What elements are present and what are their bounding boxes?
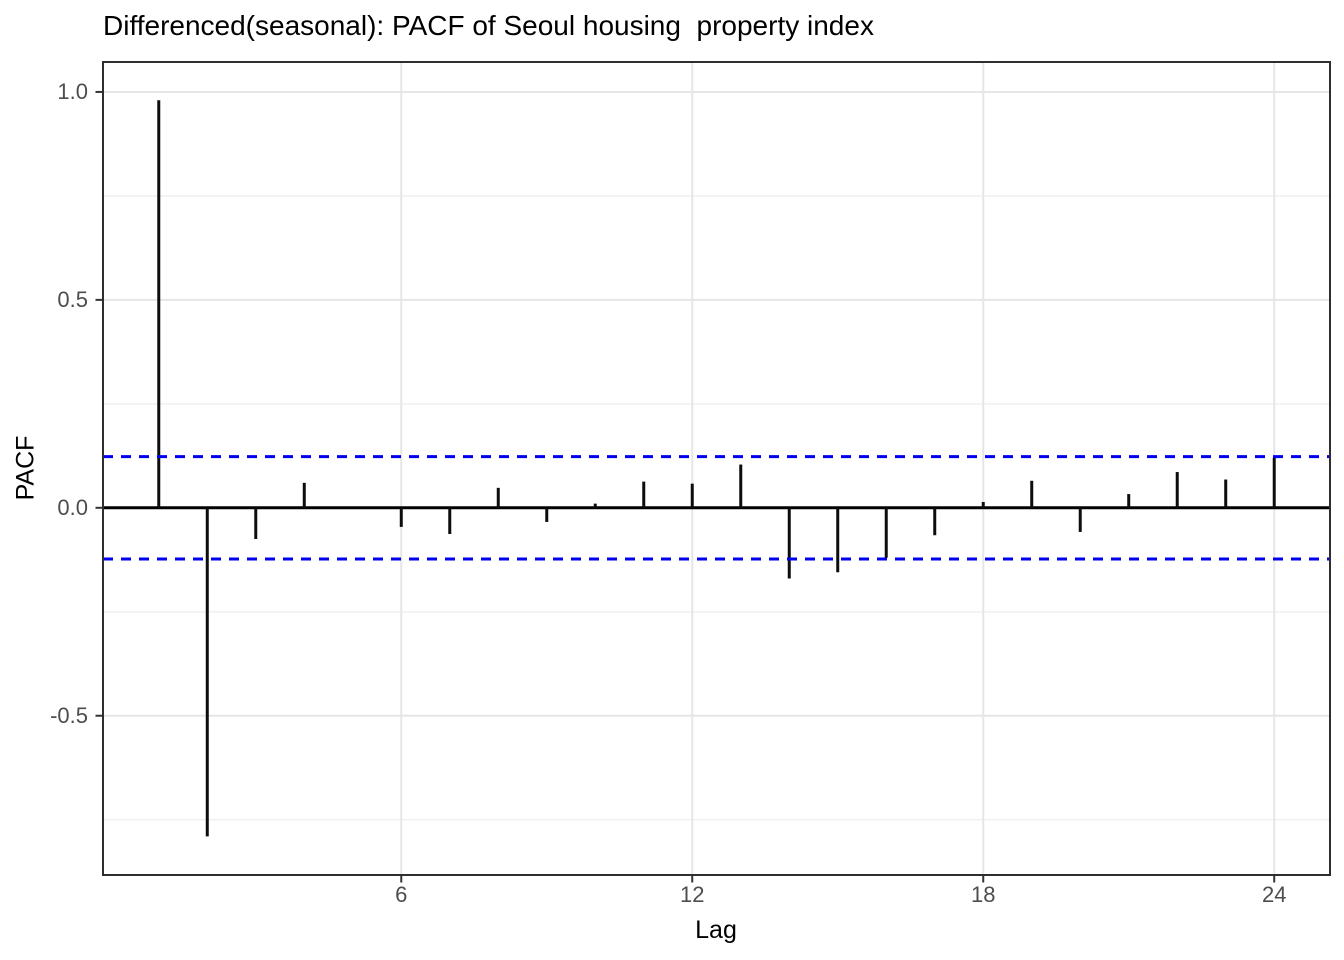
plot-title: Differenced(seasonal): PACF of Seoul hou… (103, 10, 874, 41)
panel-border (102, 61, 1331, 876)
x-axis-title: Lag (695, 916, 737, 944)
y-tick-label: 0.0 (57, 494, 88, 520)
y-tick-label: 1.0 (57, 78, 88, 104)
x-tick-label: 18 (970, 882, 996, 907)
x-tick-label: 6 (395, 882, 408, 907)
panel-background (103, 62, 1330, 875)
x-tick-label: 12 (680, 882, 705, 907)
y-tick-label: 0.5 (57, 286, 88, 312)
y-tick-label: -0.5 (50, 702, 88, 728)
x-tick-label: 24 (1261, 882, 1287, 907)
y-axis-title: PACF (11, 435, 40, 501)
